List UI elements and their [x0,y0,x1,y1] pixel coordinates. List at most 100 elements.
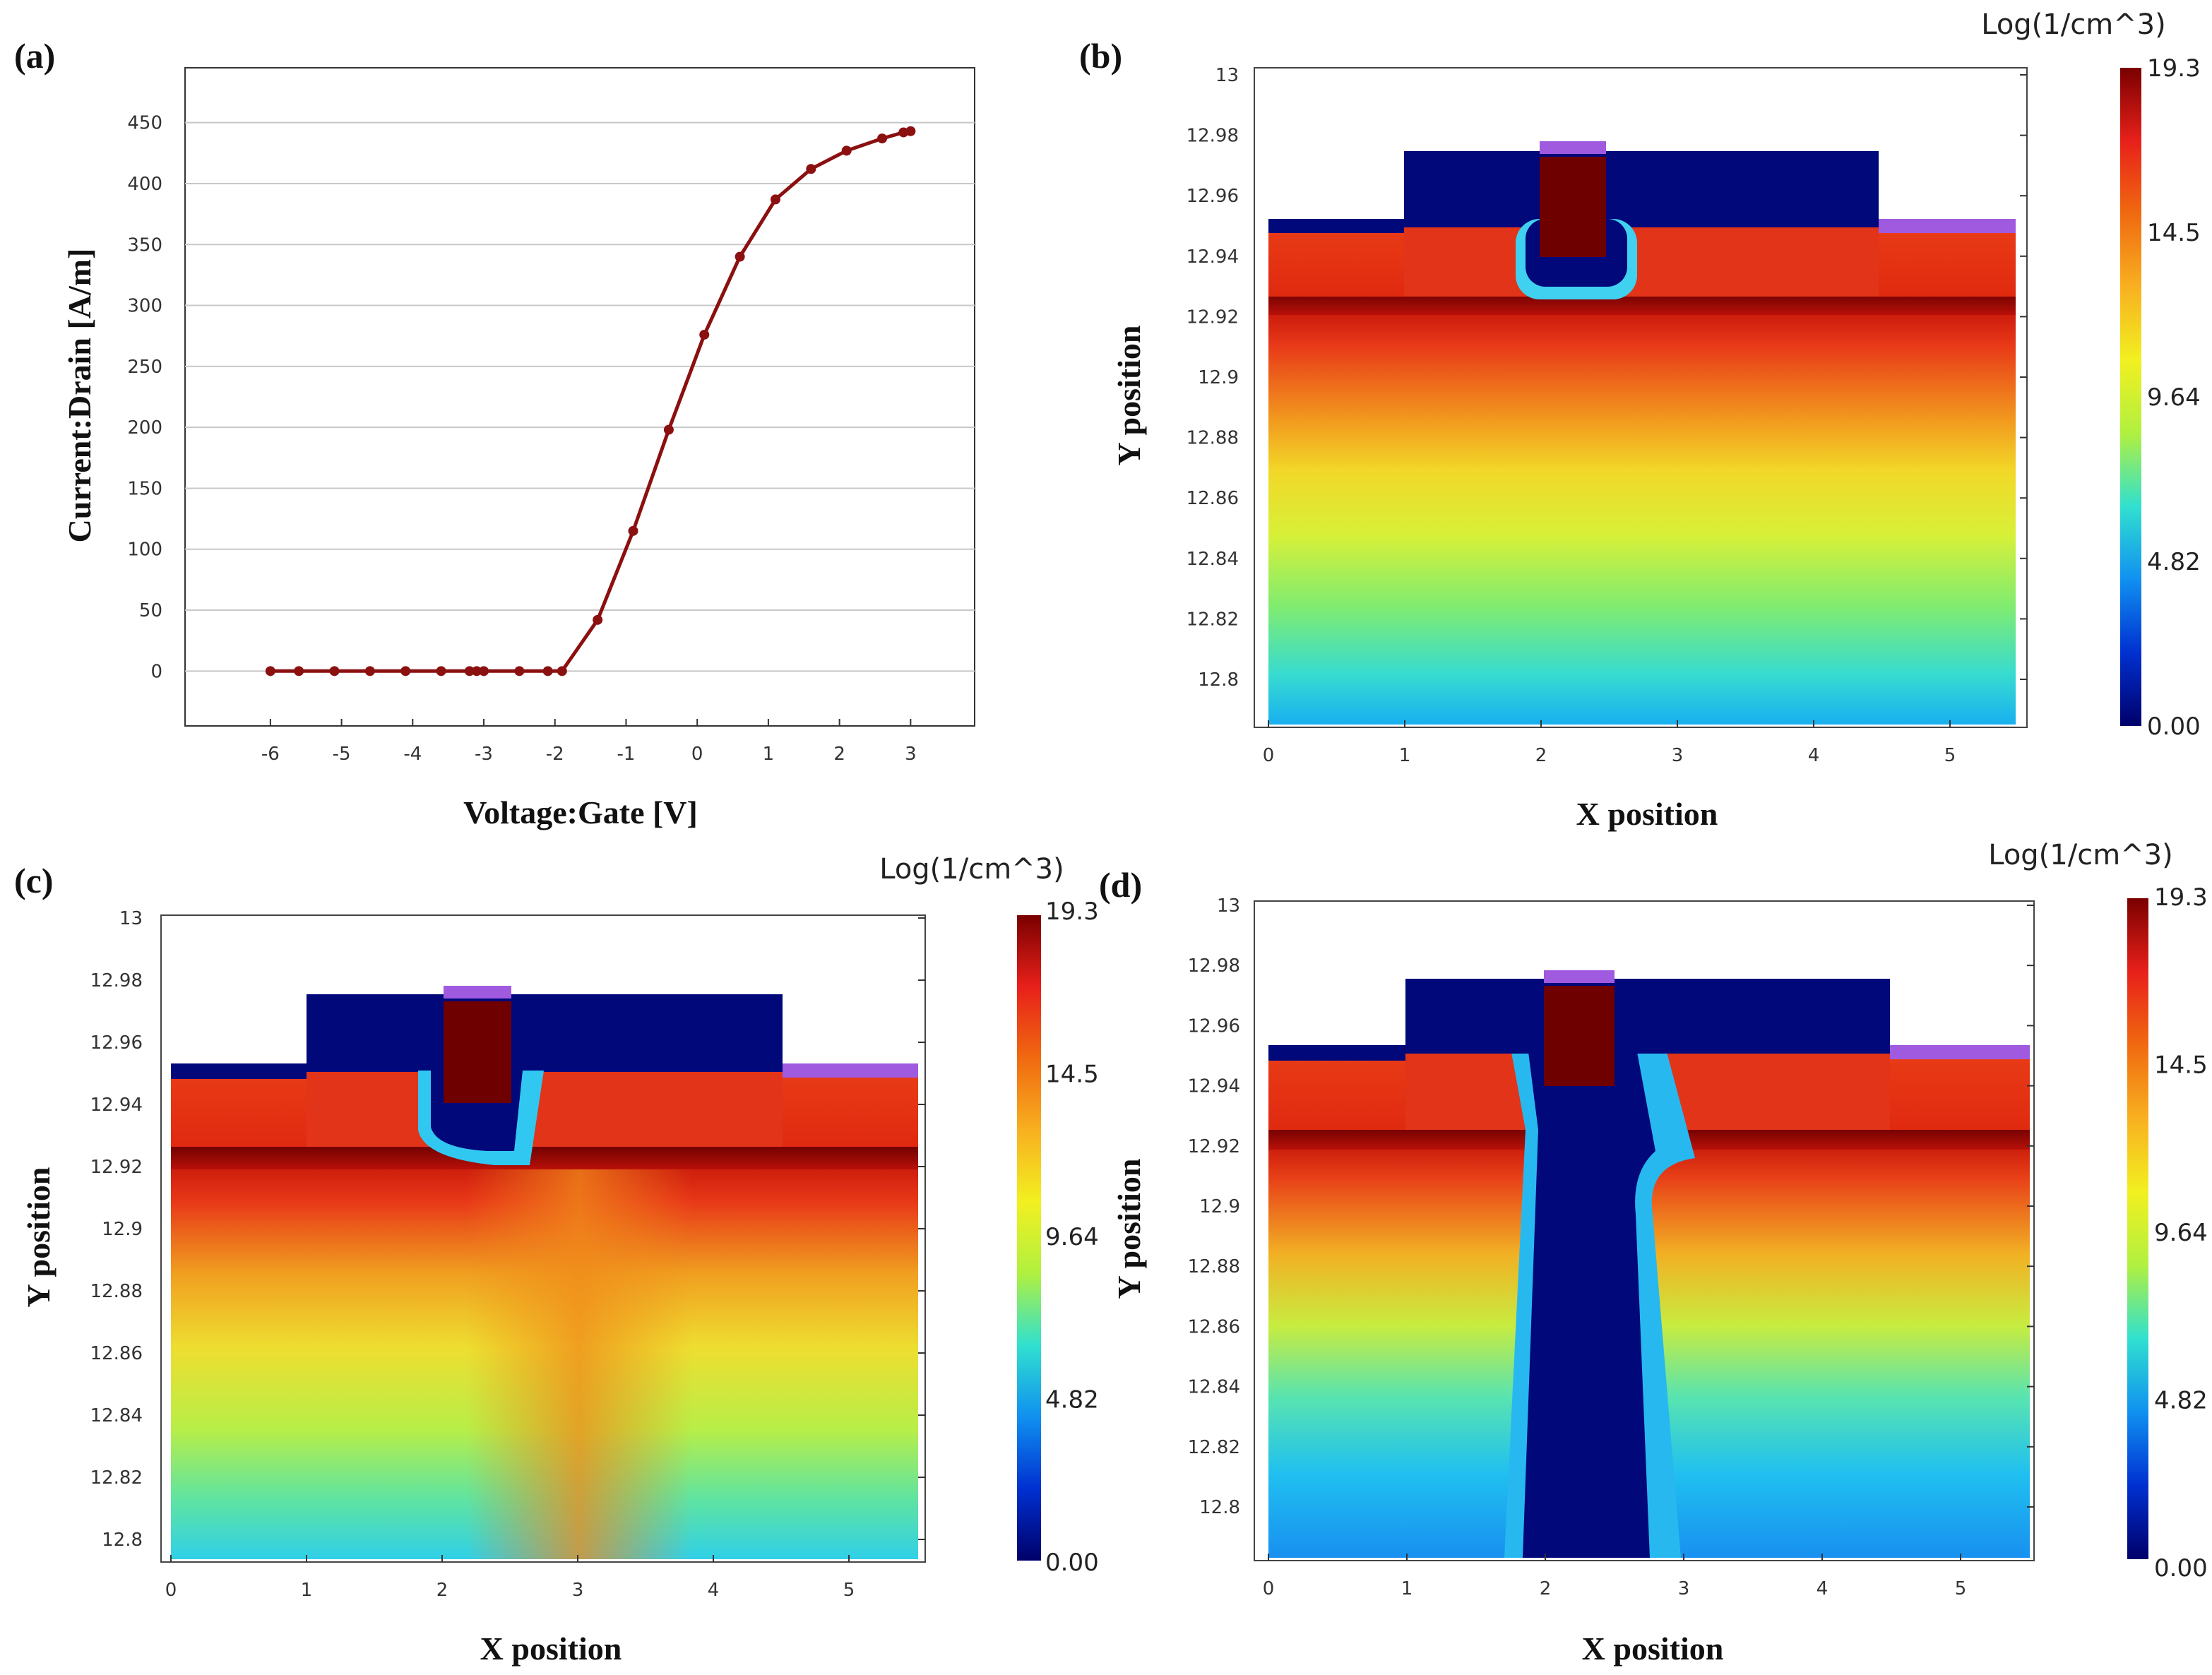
y-tick-label: 0 [150,661,162,682]
y-tick-label: 12.82 [1187,609,1239,630]
y-tick-label: 100 [127,540,162,561]
y-tick-label: 12.92 [1187,306,1239,328]
x-tick-label: 3 [1672,745,1684,766]
y-tick-label: 12.98 [90,970,143,991]
data-point [663,424,674,435]
x-tick-label: 1 [301,1580,313,1601]
channel-region-b [1404,225,1879,297]
y-tick-label: 12.86 [1187,488,1239,509]
x-tick-label: 4 [1816,1578,1829,1599]
data-point [905,126,916,136]
data-point [265,666,275,676]
x-ticks-a: -6 -5 -4 -3 -2 -1 0 1 2 3 [261,719,917,765]
data-point [699,329,710,340]
y-tick-label: 12.84 [1187,549,1239,570]
x-tick-label: -2 [546,744,564,765]
colorbar-c [1017,915,1041,1561]
x-tick-label: -3 [475,744,493,765]
x-tick-label: 1 [763,744,775,765]
x-axis-label-a: Voltage:Gate [V] [463,794,698,830]
y-tick-label: 150 [127,478,162,499]
x-tick-label: -4 [403,744,422,765]
data-point [514,666,525,676]
data-point [877,133,888,144]
right-contact-c [783,1063,918,1078]
gate-oxide-c [307,994,783,1072]
y-tick-label: 400 [127,174,162,195]
x-tick-label: 5 [1944,745,1956,766]
y-tick-label: 12.8 [102,1530,143,1551]
y-tick-label: 50 [139,600,162,621]
data-point [464,666,475,676]
colorbar-tick-label: 4.82 [1045,1386,1099,1414]
panel-label-d: (d) [1099,865,1142,905]
panel-label-b: (b) [1079,36,1122,76]
y-tick-label: 12.86 [1188,1316,1240,1337]
colorbar-tick-label: 9.64 [2154,1219,2208,1247]
y-tick-label: 12.98 [1188,955,1240,977]
x-tick-label: 1 [1399,745,1411,766]
colorbar-tick-label: 9.64 [1045,1223,1099,1251]
left-oxide-b [1268,219,1404,233]
gate-contact-c [444,986,511,999]
colorbar-tick-label: 0.00 [2147,713,2201,741]
gate-contact-d [1544,970,1615,983]
x-tick-label: 3 [572,1580,584,1601]
data-point [471,666,482,676]
x-tick-label: 2 [833,744,845,765]
y-tick-label: 12.8 [1198,669,1239,691]
data-point [770,194,780,205]
colorbar-tick-label: 19.3 [2154,883,2208,912]
y-tick-label: 12.88 [90,1281,143,1302]
colorbar-title-c: Log(1/cm^3) [879,853,1064,886]
y-tick-label: 250 [127,357,162,378]
colorbar-tick-label: 14.5 [1045,1061,1099,1089]
colorbar-tick-label: 0.00 [1045,1549,1099,1577]
x-tick-label: 1 [1401,1578,1413,1599]
data-point [628,525,638,536]
left-oxide-c [171,1063,307,1079]
x-ticks-d: 0 1 2 3 4 5 [1263,1554,1966,1599]
data-point [735,251,745,262]
data-point [436,666,446,676]
drain-region-c [783,1078,918,1147]
y-ticks-b: 13 12.98 12.96 12.94 12.92 12.9 12.88 12.86 12.8… [1187,65,2027,691]
y-axis-label-d: Y position [1111,1159,1147,1299]
x-ticks-b: 0 1 2 3 4 5 [1263,720,1956,766]
data-point [400,666,411,676]
y-tick-label: 12.92 [90,1157,143,1178]
y-tick-label: 12.96 [1188,1015,1240,1037]
x-tick-label: 0 [1263,1578,1275,1599]
channel-band-c [171,1144,918,1169]
y-axis-label-c: Y position [20,1167,57,1308]
x-axis-label-d: X position [1582,1631,1724,1667]
x-tick-label: 5 [843,1580,855,1601]
plot-area-a [184,67,975,727]
y-tick-label: 12.98 [1187,126,1239,147]
y-tick-label: 13 [1215,65,1239,86]
panel-label-c: (c) [14,861,54,900]
data-point [329,666,340,676]
y-tick-label: 12.92 [1188,1136,1240,1157]
y-tick-label: 12.86 [90,1343,143,1364]
left-oxide-d [1268,1045,1405,1061]
y-axis-label-a: Current:Drain [A/m] [61,249,97,543]
y-tick-label: 12.9 [1198,367,1239,388]
y-tick-label: 12.94 [90,1095,143,1116]
colorbar-tick-label: 14.5 [2154,1051,2208,1080]
colorbar-ticks-c: 19.3 14.5 9.64 4.82 0.00 [1045,898,1099,1577]
panel-c-heatmap: 1312.9812.9612.9412.9212.912.8812.8612.8… [20,853,1099,1667]
grid-a [185,121,975,672]
panel-label-a: (a) [14,36,55,76]
colorbar-tick-label: 19.3 [2147,54,2201,83]
y-tick-label: 13 [119,908,143,929]
y-tick-label: 12.96 [1187,186,1239,207]
y-tick-label: 12.96 [90,1032,143,1054]
y-tick-label: 13 [1217,895,1240,917]
y-tick-label: 300 [127,296,162,317]
data-point [557,666,567,676]
source-region-b [1268,233,1404,297]
x-axis-label-c: X position [480,1631,622,1667]
x-tick-label: 3 [905,744,917,765]
